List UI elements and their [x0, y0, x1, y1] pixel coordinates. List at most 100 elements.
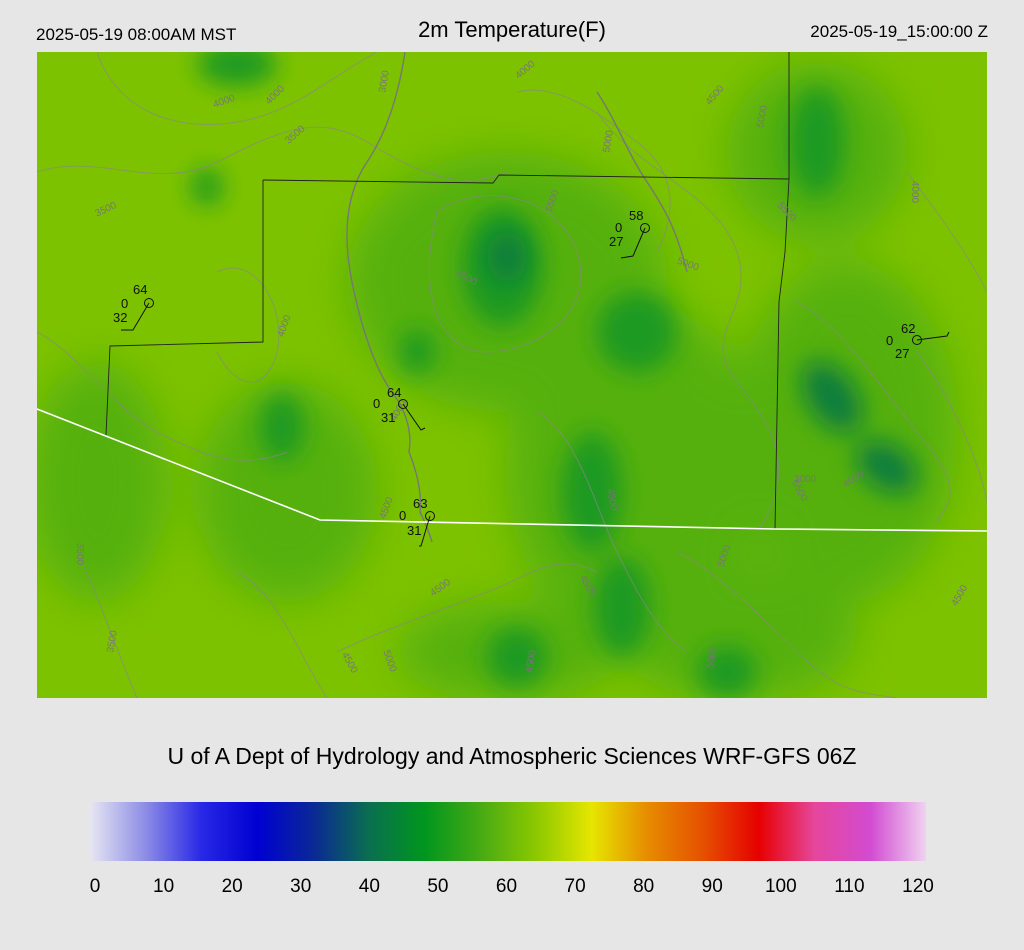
- field-blob: [801, 361, 863, 433]
- contour-line: [236, 571, 328, 698]
- contour-line: [428, 195, 582, 353]
- wind-barb: [916, 331, 950, 341]
- wind-barb: [419, 515, 431, 547]
- wind-barb: [620, 227, 646, 259]
- station-circle: [398, 399, 408, 409]
- valid-local-time: 2025-05-19 08:00AM MST: [36, 25, 237, 44]
- field-blob: [191, 169, 223, 205]
- contour-line: [676, 551, 898, 698]
- county-boundary: [105, 180, 264, 436]
- colorbar-tick-label: 40: [358, 876, 380, 897]
- field-blob: [594, 557, 650, 657]
- contour-line: [37, 126, 508, 181]
- station-temperature: 63: [413, 496, 427, 511]
- station-temperature: 62: [901, 321, 915, 336]
- station-temperature: 64: [387, 385, 401, 400]
- county-boundary: [774, 52, 790, 530]
- colorbar-tick-label: 30: [290, 876, 312, 897]
- contour-label: 3000: [794, 474, 817, 485]
- contour-line: [96, 52, 378, 125]
- station-code: 0: [399, 508, 406, 523]
- contour-line: [76, 551, 138, 698]
- temperature-colorbar: [90, 802, 926, 861]
- river-line: [346, 52, 433, 543]
- station-temperature: 58: [629, 208, 643, 223]
- valid-utc-time: 2025-05-19_15:00:00 Z: [810, 22, 988, 41]
- colorbar-tick-label: 80: [633, 876, 655, 897]
- field-blob: [617, 562, 857, 698]
- field-blob: [487, 231, 527, 283]
- contour-label: 3500: [74, 543, 85, 566]
- contour-line: [916, 351, 987, 503]
- colorbar-tick-label: 20: [221, 876, 243, 897]
- colorbar-tick-labels: 0 10 20 30 40 50 60 70 80 90 100 110 120: [0, 876, 1024, 900]
- field-blob: [487, 627, 547, 687]
- river-line: [596, 91, 688, 273]
- field-blob: [789, 87, 845, 197]
- station-dewpoint: 27: [609, 234, 623, 249]
- state-boundary: [37, 408, 987, 532]
- field-blob: [697, 646, 757, 698]
- county-boundaries: [105, 52, 790, 530]
- wind-barb: [402, 403, 426, 431]
- station-b: 58 027: [609, 208, 650, 259]
- contour-line: [536, 411, 688, 653]
- temperature-field-darkest: [487, 231, 918, 494]
- colorbar-tick-label: 120: [902, 876, 934, 897]
- colorbar-tick-label: 90: [701, 876, 723, 897]
- temperature-map: 4000 4000 3500 3500 3000 4000 4000 4500 5000 5500…: [37, 52, 987, 698]
- station-d: 64 031: [373, 385, 426, 431]
- station-temperature: 64: [133, 282, 147, 297]
- station-code: 0: [886, 333, 893, 348]
- station-circle: [640, 223, 650, 233]
- station-dewpoint: 31: [407, 523, 421, 538]
- state-boundaries: [37, 408, 987, 532]
- station-code: 0: [615, 220, 622, 235]
- contour-line: [906, 171, 987, 293]
- station-e: 63 031: [399, 496, 435, 547]
- station-dewpoint: 32: [113, 310, 127, 325]
- field-blob: [507, 302, 767, 642]
- county-boundary: [262, 174, 790, 184]
- rivers: [346, 52, 688, 543]
- colorbar-tick-label: 60: [495, 876, 518, 897]
- colorbar-tick-label: 0: [89, 876, 101, 897]
- field-blob: [197, 52, 277, 86]
- colorbar-tick-label: 70: [564, 876, 586, 897]
- colorbar-tick-label: 50: [427, 876, 449, 897]
- contour-label: 5000: [755, 104, 770, 128]
- station-dewpoint: 27: [895, 346, 909, 361]
- field-blob: [260, 393, 304, 461]
- contour-line: [216, 267, 280, 383]
- credit-line: U of A Dept of Hydrology and Atmospheric…: [167, 743, 857, 769]
- station-a: 64 032: [113, 282, 154, 331]
- station-dewpoint: 31: [381, 410, 395, 425]
- contour-label: 5000: [601, 129, 616, 153]
- field-blob: [856, 440, 918, 494]
- field-blob: [597, 292, 677, 372]
- contour-label: 5000: [705, 645, 720, 669]
- colorbar-tick-label: 110: [834, 876, 865, 897]
- station-code: 0: [373, 396, 380, 411]
- contour-label: 3500: [105, 629, 120, 653]
- contour-label: 4500: [604, 488, 619, 512]
- contour-label: 3000: [377, 69, 392, 93]
- contour-line: [516, 89, 671, 253]
- station-circle: [144, 298, 154, 308]
- colorbar-tick-label: 10: [153, 876, 175, 897]
- wind-barb: [121, 302, 150, 331]
- map-title: 2m Temperature(F): [418, 17, 606, 42]
- station-circle: [912, 335, 922, 345]
- contour-line: [37, 331, 288, 461]
- contour-label: 4000: [909, 181, 920, 204]
- contour-line: [336, 563, 598, 653]
- station-circle: [425, 511, 435, 521]
- station-code: 0: [121, 296, 128, 311]
- contour-line: [796, 301, 951, 523]
- colorbar-tick-label: 100: [764, 876, 797, 897]
- station-c: 62 027: [886, 321, 950, 361]
- field-blob: [399, 330, 435, 374]
- elevation-contours: [37, 52, 987, 698]
- field-blob: [197, 382, 377, 602]
